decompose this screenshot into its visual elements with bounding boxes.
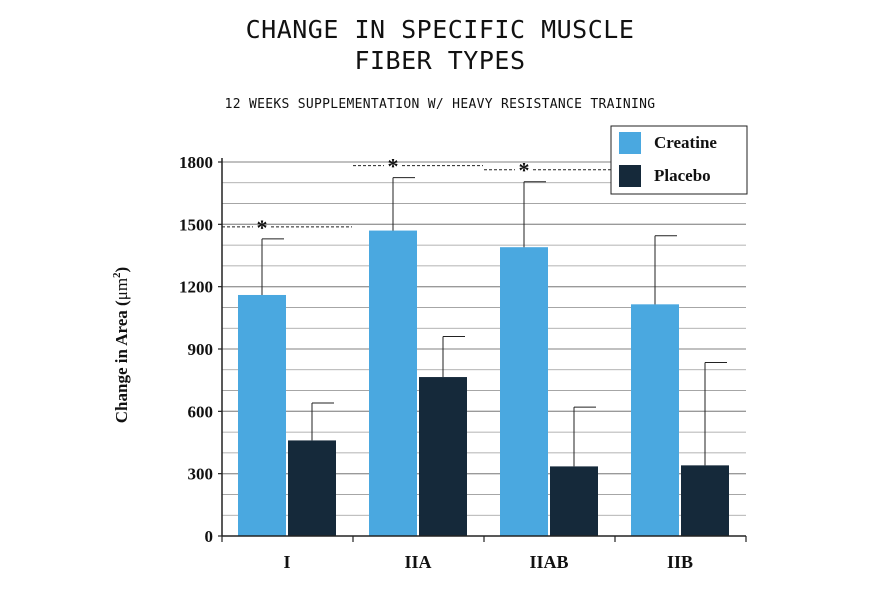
x-tick-label-i: I [283,552,290,572]
y-axis-label-main: Change in Area ( [112,300,131,423]
y-tick-label: 1800 [179,153,213,172]
y-axis-label: Change in Area (μm2) [111,267,131,423]
legend-swatch-creatine [619,132,641,154]
y-tick-label: 300 [188,465,214,484]
legend: Creatine Placebo [610,125,748,195]
bar-placebo-iiab [550,466,598,536]
significance-star: * [257,215,268,240]
y-tick-label: 1500 [179,215,213,234]
x-tick-label-iib: IIB [667,552,693,572]
y-tick-label: 0 [205,527,214,546]
y-axis-label-sup: 2 [111,272,123,278]
y-tick-label: 900 [188,340,214,359]
x-tick-label-iiab: IIAB [529,552,568,572]
chart-title: CHANGE IN SPECIFIC MUSCLE FIBER TYPES [0,14,880,76]
bar-creatine-iia [369,230,417,537]
bar-creatine-iiab [500,247,548,536]
bar-creatine-iib [631,304,679,536]
y-axis-label-unit: μm [112,278,131,300]
significance-markers: * * * [222,154,614,240]
y-tick-labels: 0 300 600 900 1200 1500 1800 [179,153,213,546]
chart-title-line-2: FIBER TYPES [354,46,526,75]
bar-creatine-i [238,294,286,536]
y-tick-label: 1200 [179,278,213,297]
legend-label-placebo: Placebo [654,166,711,185]
bar-placebo-iib [681,465,729,536]
significance-star: * [388,154,399,179]
bar-placebo-i [288,440,336,536]
x-tick-labels: I IIA IIAB IIB [283,552,693,572]
significance-star: * [519,158,530,183]
chart-subtitle: 12 WEEKS SUPPLEMENTATION W/ HEAVY RESIST… [224,97,656,112]
bar-placebo-iia [419,377,467,536]
bars [238,177,729,537]
legend-swatch-placebo [619,165,641,187]
chart-title-line-1: CHANGE IN SPECIFIC MUSCLE [245,15,635,44]
y-tick-label: 600 [188,402,214,421]
y-axis-label-close: ) [112,267,131,273]
axes [218,158,747,542]
x-tick-label-iia: IIA [404,552,431,572]
legend-label-creatine: Creatine [654,133,717,152]
